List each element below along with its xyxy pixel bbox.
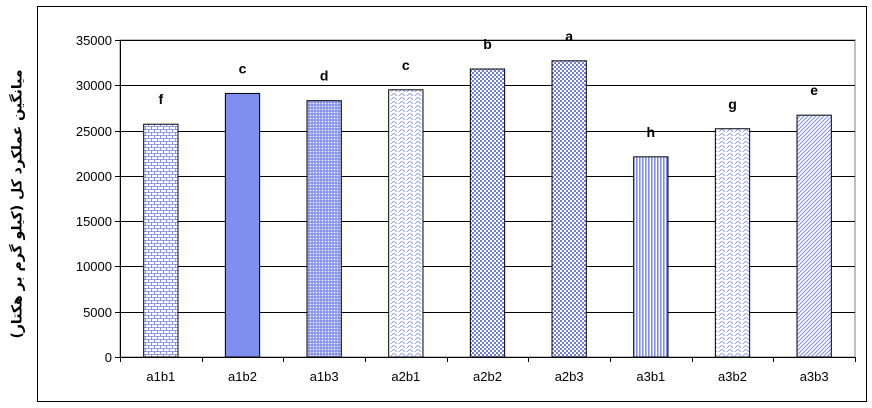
significance-label-a1b2: c xyxy=(239,60,247,76)
y-tick-label: 5000 xyxy=(83,305,112,320)
bar-a3b1 xyxy=(633,156,669,358)
y-axis-title: میانگین عملکرد کل (کیلو گرم بر هکتار) xyxy=(10,69,27,339)
x-tick-label-a2b1: a2b1 xyxy=(391,369,420,384)
significance-label-a2b3: a xyxy=(565,28,573,44)
y-tick-label: 30000 xyxy=(76,78,112,93)
bar-a2b2 xyxy=(469,68,506,358)
bar-a3b3 xyxy=(796,114,832,358)
x-tick-label-a1b1: a1b1 xyxy=(146,369,175,384)
bar-a1b3 xyxy=(306,100,342,358)
significance-label-a1b3: d xyxy=(320,68,329,84)
significance-label-a3b3: e xyxy=(810,82,818,98)
y-tick-label: 20000 xyxy=(76,169,112,184)
y-tick-label: 35000 xyxy=(76,33,112,48)
bar-a1b1 xyxy=(143,123,179,358)
significance-label-a1b1: f xyxy=(158,91,163,107)
y-tick-label: 10000 xyxy=(76,259,112,274)
x-tick-label-a2b3: a2b3 xyxy=(555,369,584,384)
x-tick-label-a1b2: a1b2 xyxy=(228,369,257,384)
x-tick-label-a3b1: a3b1 xyxy=(636,369,665,384)
x-tick-label-a3b3: a3b3 xyxy=(800,369,829,384)
x-tick-label-a2b2: a2b2 xyxy=(473,369,502,384)
x-tick-label-a3b2: a3b2 xyxy=(718,369,747,384)
significance-label-a3b2: g xyxy=(728,96,737,112)
bar-a3b2 xyxy=(714,128,751,358)
y-axis-title-wrap: میانگین عملکرد کل (کیلو گرم بر هکتار) xyxy=(0,0,36,408)
significance-label-a2b1: c xyxy=(402,57,410,73)
significance-label-a2b2: b xyxy=(483,36,492,52)
x-tick-label-a1b3: a1b3 xyxy=(310,369,339,384)
y-tick-label: 25000 xyxy=(76,124,112,139)
significance-label-a3b1: h xyxy=(647,124,656,140)
bar-a2b1 xyxy=(388,89,424,358)
bar-a2b3 xyxy=(551,60,587,358)
y-tick-label: 15000 xyxy=(76,214,112,229)
bar-a1b2 xyxy=(224,92,261,358)
y-tick-label: 0 xyxy=(105,350,112,365)
